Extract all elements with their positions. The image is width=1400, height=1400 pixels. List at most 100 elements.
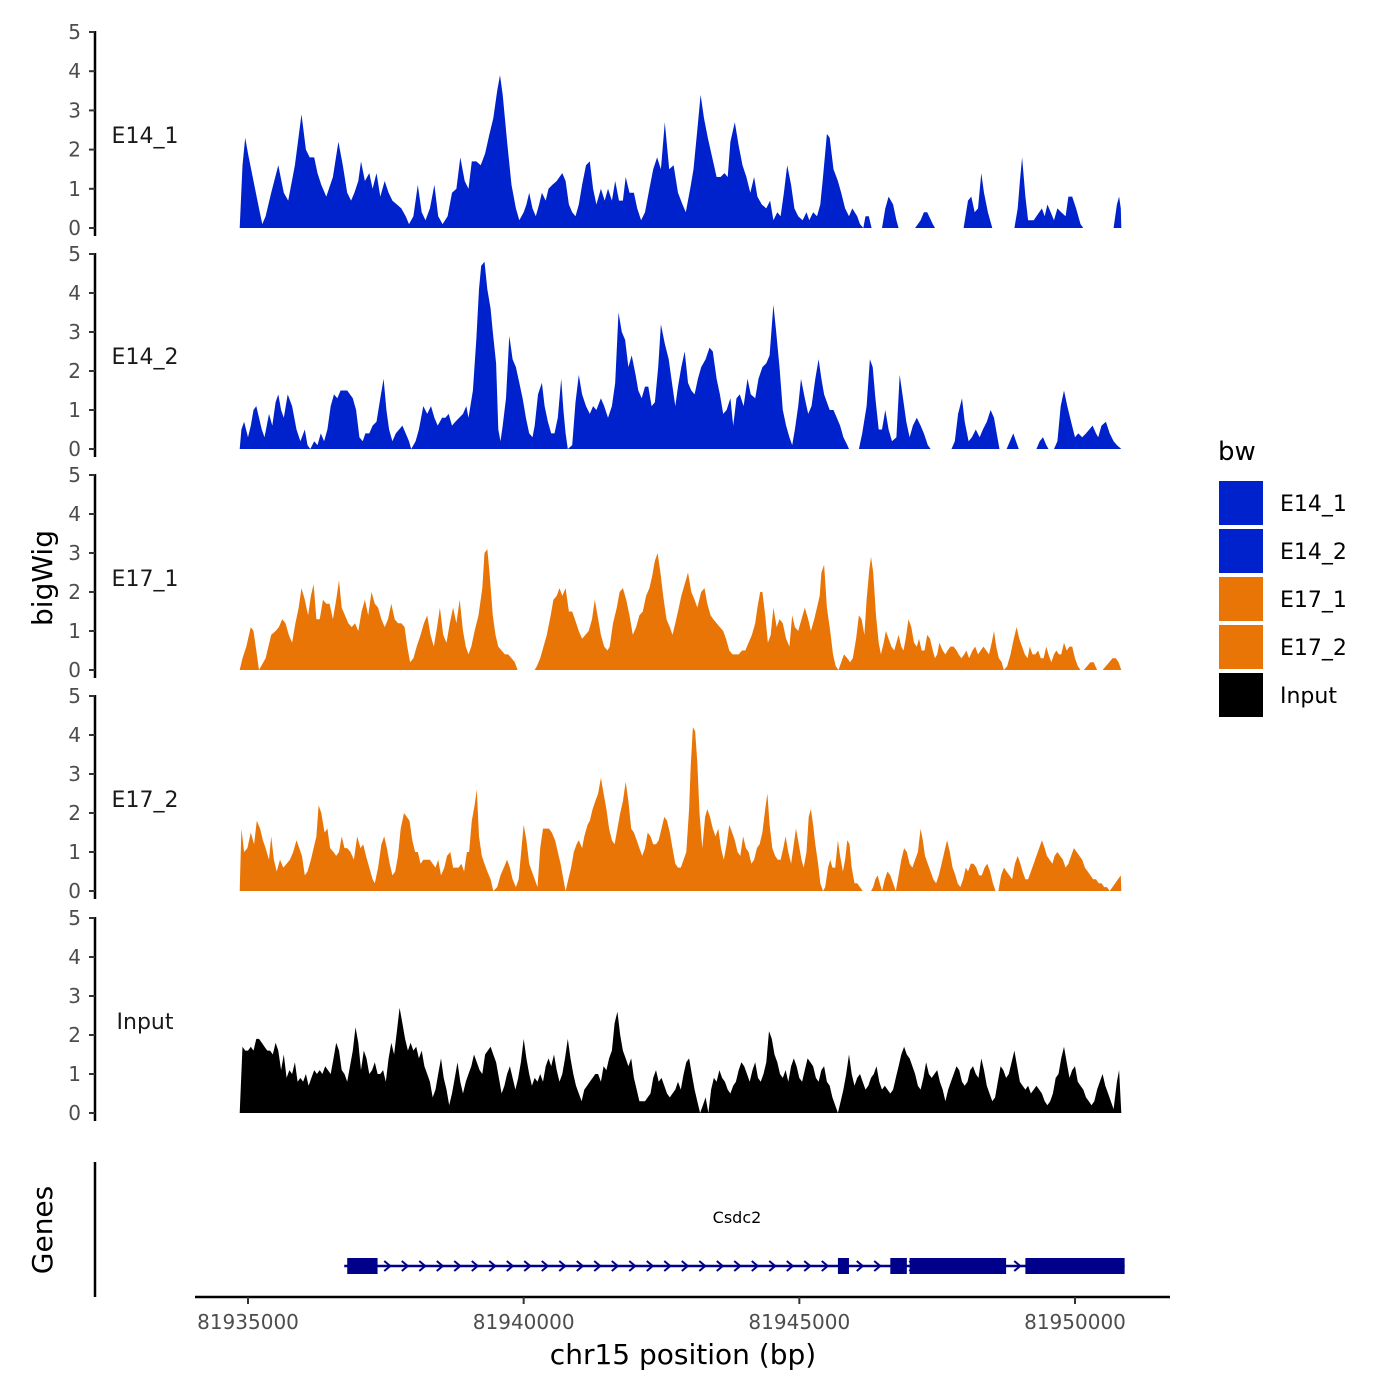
track-label-E14_2: E14_2 xyxy=(112,345,179,370)
legend-swatch-E14_1 xyxy=(1217,479,1265,527)
strand-arrow-5 xyxy=(436,1260,445,1272)
strand-arrow-27 xyxy=(821,1260,830,1272)
legend-swatch-Input xyxy=(1217,671,1265,719)
strand-arrow-14 xyxy=(593,1260,602,1272)
legend-label-E14_1: E14_1 xyxy=(1280,492,1347,517)
y-tick-label-Input-4: 4 xyxy=(68,945,81,969)
x-tick-label-81935000: 81935000 xyxy=(197,1310,299,1334)
x-tick-label-81950000: 81950000 xyxy=(1024,1310,1126,1334)
strand-arrow-38 xyxy=(1013,1260,1022,1272)
gene-exon-1 xyxy=(347,1258,378,1274)
strand-arrow-16 xyxy=(628,1260,637,1272)
y-tick-label-E17_2-3: 3 xyxy=(68,762,81,786)
strand-arrow-12 xyxy=(558,1260,567,1272)
strand-arrow-11 xyxy=(541,1260,550,1272)
gene-name-label: Csdc2 xyxy=(713,1208,762,1227)
y-tick-label-E17_1-1: 1 xyxy=(68,619,81,643)
track-label-Input: Input xyxy=(117,1010,174,1035)
strand-arrow-21 xyxy=(716,1260,725,1272)
strand-arrow-15 xyxy=(611,1260,620,1272)
area-E17_2 xyxy=(239,727,1122,891)
y-tick-label-E14_1-0: 0 xyxy=(68,216,81,240)
y-tick-label-E17_2-4: 4 xyxy=(68,723,81,747)
strand-arrow-25 xyxy=(786,1260,795,1272)
strand-arrow-22 xyxy=(733,1260,742,1272)
signal-tracks: 0 1 2 3 4 5 E14_1 0 1 2 3 4 5 E14_2 0 1 2 3 4 5 E17_1 0 1 2 3 4 5 E… xyxy=(68,20,1122,1125)
track-label-E17_2: E17_2 xyxy=(112,788,179,813)
strand-arrow-4 xyxy=(418,1260,427,1272)
legend-label-E14_2: E14_2 xyxy=(1280,540,1347,565)
track-E17_2: 0 1 2 3 4 5 E17_2 xyxy=(68,684,1122,903)
x-tick-label-81940000: 81940000 xyxy=(473,1310,575,1334)
area-E17_1 xyxy=(239,549,1122,670)
legend-title: bw xyxy=(1218,437,1256,467)
track-Input: 0 1 2 3 4 5 Input xyxy=(68,906,1122,1125)
track-E14_1: 0 1 2 3 4 5 E14_1 xyxy=(68,20,1122,240)
y-tick-label-E14_2-3: 3 xyxy=(68,320,81,344)
strand-arrow-7 xyxy=(471,1260,480,1272)
y-tick-label-E17_1-0: 0 xyxy=(68,658,81,682)
x-tick-label-81945000: 81945000 xyxy=(748,1310,850,1334)
strand-arrow-23 xyxy=(751,1260,760,1272)
legend: bw E14_1 E14_2 E17_1 E17_2 Input xyxy=(1217,437,1347,719)
strand-arrow-3 xyxy=(401,1260,410,1272)
strand-arrow-29 xyxy=(856,1260,865,1272)
y-tick-label-E14_2-2: 2 xyxy=(68,359,81,383)
gene-exon-4 xyxy=(909,1258,1007,1274)
area-Input xyxy=(239,1007,1122,1113)
y-tick-label-E17_2-0: 0 xyxy=(68,879,81,903)
legend-label-Input: Input xyxy=(1280,684,1337,709)
gene-exon-5 xyxy=(1025,1258,1125,1274)
track-E17_1: 0 1 2 3 4 5 E17_1 xyxy=(68,463,1122,682)
genes-track: Csdc2 xyxy=(93,1162,1125,1297)
y-tick-label-E14_2-0: 0 xyxy=(68,437,81,461)
y-axis-title: bigWig xyxy=(26,530,59,626)
y-tick-label-E14_2-5: 5 xyxy=(68,242,81,266)
strand-arrow-6 xyxy=(453,1260,462,1272)
gene-exon-3 xyxy=(890,1258,907,1274)
y-tick-label-E14_2-1: 1 xyxy=(68,398,81,422)
y-tick-label-Input-0: 0 xyxy=(68,1101,81,1125)
area-E14_2 xyxy=(239,261,1122,449)
track-E14_2: 0 1 2 3 4 5 E14_2 xyxy=(68,242,1122,461)
gene-exon-2 xyxy=(837,1258,849,1274)
y-tick-label-E14_1-2: 2 xyxy=(68,138,81,162)
strand-arrow-30 xyxy=(873,1260,882,1272)
x-axis: 81935000 81940000 81945000 81950000 xyxy=(195,1295,1170,1334)
legend-label-E17_2: E17_2 xyxy=(1280,636,1347,661)
y-tick-label-E14_2-4: 4 xyxy=(68,281,81,305)
y-tick-label-Input-5: 5 xyxy=(68,906,81,930)
strand-arrow-20 xyxy=(698,1260,707,1272)
y-tick-label-E17_1-5: 5 xyxy=(68,463,81,487)
strand-arrow-26 xyxy=(803,1260,812,1272)
track-label-E14_1: E14_1 xyxy=(112,124,179,149)
x-axis-title: chr15 position (bp) xyxy=(550,1338,816,1371)
genes-axis-title: Genes xyxy=(26,1186,59,1274)
strand-arrow-13 xyxy=(576,1260,585,1272)
y-tick-label-E14_1-5: 5 xyxy=(68,20,81,44)
strand-arrow-2 xyxy=(383,1260,392,1272)
y-tick-label-E17_1-4: 4 xyxy=(68,502,81,526)
strand-arrow-10 xyxy=(523,1260,532,1272)
y-tick-label-E17_2-5: 5 xyxy=(68,684,81,708)
strand-arrow-17 xyxy=(646,1260,655,1272)
y-tick-label-E14_1-4: 4 xyxy=(68,59,81,83)
strand-arrow-8 xyxy=(488,1260,497,1272)
legend-swatch-E14_2 xyxy=(1217,527,1265,575)
strand-arrow-18 xyxy=(663,1260,672,1272)
strand-arrow-9 xyxy=(506,1260,515,1272)
strand-arrow-19 xyxy=(681,1260,690,1272)
area-E14_1 xyxy=(239,75,1122,228)
y-tick-label-E17_1-2: 2 xyxy=(68,580,81,604)
y-tick-label-Input-3: 3 xyxy=(68,984,81,1008)
track-label-E17_1: E17_1 xyxy=(112,567,179,592)
y-tick-label-Input-2: 2 xyxy=(68,1023,81,1047)
y-tick-label-E14_1-1: 1 xyxy=(68,177,81,201)
y-tick-label-E14_1-3: 3 xyxy=(68,98,81,122)
legend-swatch-E17_2 xyxy=(1217,623,1265,671)
y-tick-label-E17_2-1: 1 xyxy=(68,840,81,864)
legend-label-E17_1: E17_1 xyxy=(1280,588,1347,613)
strand-arrow-24 xyxy=(768,1260,777,1272)
